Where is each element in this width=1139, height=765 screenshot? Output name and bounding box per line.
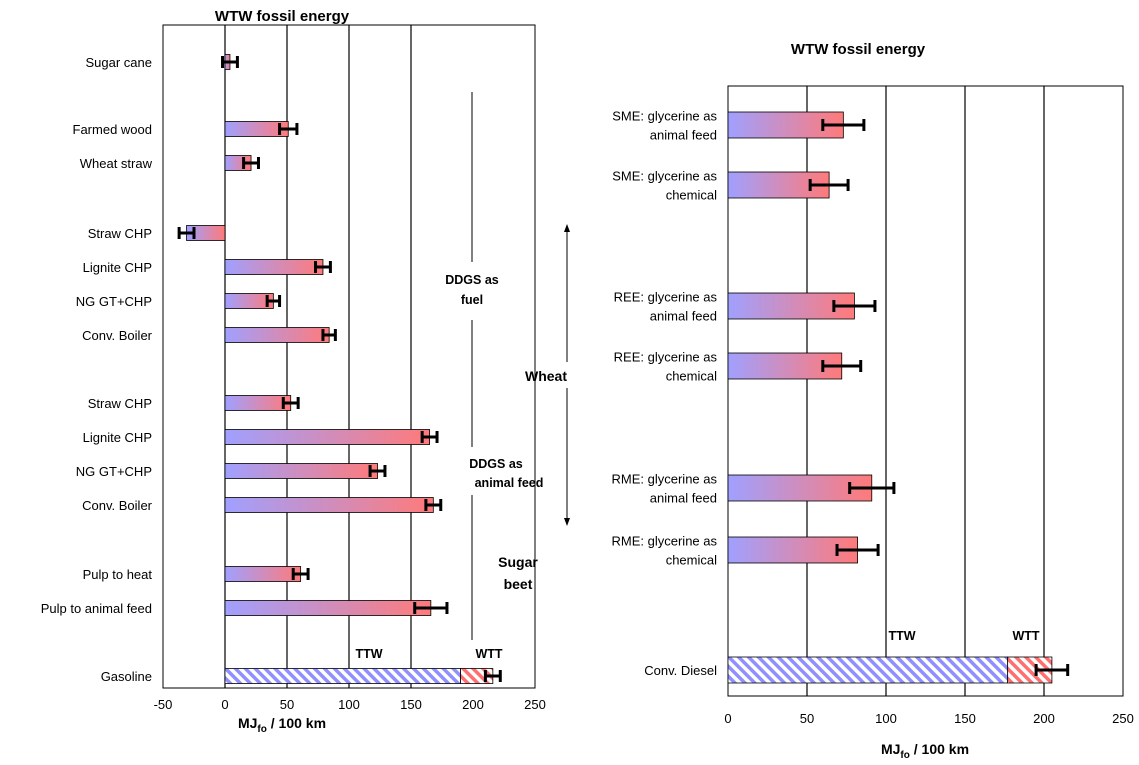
right-x-tick-0: 0 [724,711,731,726]
right-chart: WTW fossil energy SME: glycerine as anima… [612,41,1134,761]
right-x-tick-250: 250 [1112,711,1134,726]
left-chart: WTW fossil energy Sugar cane Farmed wood W… [41,8,570,735]
right-ree-glycerine-as-chemical-3-label-line1: REE: glycerine as [614,350,718,365]
left-sugar-cane-0-label: Sugar cane [86,55,153,70]
left-lignite-chp-4-label: Lignite CHP [83,260,152,275]
left-gasoline-13-label: Gasoline [101,669,152,684]
right-chart-title: WTW fossil energy [791,41,926,58]
right-x-axis-label: MJfo / 100 km [881,741,969,761]
left-lignite-chp-8-bar [224,429,431,445]
left-ng-gt-chp-9-label: NG GT+CHP [76,464,152,479]
left-x-tick-150: 150 [400,697,422,712]
left-ttw-label: TTW [355,647,382,661]
left-ng-gt-chp-5-label: NG GT+CHP [76,294,152,309]
left-x-tick-250: 250 [524,697,546,712]
wheat-bracket-arrow-up [564,224,570,232]
wheat-bracket-arrow-down [564,518,570,526]
right-sme-glycerine-as-animal-feed-0-label-line1: SME: glycerine as [612,109,717,124]
left-straw-chp-7-bar [224,395,292,411]
right-wtt-label: WTT [1012,629,1039,643]
wheat-label: Wheat [525,368,567,384]
left-conv-boiler-6-label: Conv. Boiler [82,328,153,343]
right-ttw-label: TTW [888,629,915,643]
left-x-tick-50: 50 [280,697,294,712]
ddgs-feed-label-line2: animal feed [475,476,544,490]
right-sme-glycerine-as-chemical-1-label-line2: chemical [666,188,717,203]
right-rme-glycerine-as-animal-feed-4-bar [727,474,873,502]
left-x-tick-50: -50 [154,697,173,712]
left-conv-boiler-10-bar [224,497,434,513]
ddgs-fuel-label-line1: DDGS as [445,273,499,287]
right-sme-glycerine-as-chemical-1-label-line1: SME: glycerine as [612,169,717,184]
left-straw-chp-3-label: Straw CHP [88,226,152,241]
left-conv-boiler-10-label: Conv. Boiler [82,498,153,513]
right-category-labels: SME: glycerine as animal feed SME: glyceri… [612,109,718,679]
left-ng-gt-chp-9-bar [224,463,378,479]
left-conv-boiler-6-bar [224,327,330,343]
right-ree-glycerine-as-animal-feed-2-label-line2: animal feed [650,309,717,324]
left-chart-title: WTW fossil energy [215,8,350,25]
right-bars [727,111,1070,684]
right-conv-diesel-6-ttw-bar [727,656,1009,684]
right-x-tick-200: 200 [1033,711,1055,726]
left-bars [177,54,502,684]
right-rme-glycerine-as-chemical-5-label-line2: chemical [666,553,717,568]
left-pulp-to-animal-feed-12-bar [224,600,432,616]
left-lignite-chp-8-label: Lignite CHP [83,430,152,445]
ddgs-feed-label-line1: DDGS as [469,457,523,471]
right-sme-glycerine-as-animal-feed-0-label-line2: animal feed [650,128,717,143]
left-category-labels: Sugar cane Farmed wood Wheat straw Straw CH… [41,55,153,684]
right-rme-glycerine-as-chemical-5-label-line1: RME: glycerine as [612,534,718,549]
right-rme-glycerine-as-animal-feed-4-label-line2: animal feed [650,491,717,506]
right-rme-glycerine-as-animal-feed-4-label-line1: RME: glycerine as [612,472,718,487]
left-x-tick-labels: -50 0 50 100 150 200 250 [154,697,546,712]
right-conv-diesel-6-label: Conv. Diesel [644,663,717,678]
left-pulp-to-animal-feed-12-label: Pulp to animal feed [41,601,152,616]
right-x-tick-100: 100 [875,711,897,726]
left-wtt-label: WTT [475,647,502,661]
right-ree-glycerine-as-chemical-3-label-line2: chemical [666,369,717,384]
left-farmed-wood-1-label: Farmed wood [73,122,152,137]
left-pulp-to-heat-11-label: Pulp to heat [83,567,153,582]
sugar-beet-label-line2: beet [504,576,533,592]
left-x-axis-label: MJfo / 100 km [238,715,326,735]
left-pulp-to-heat-11-bar [224,566,302,582]
right-x-tick-150: 150 [954,711,976,726]
ddgs-fuel-label-line2: fuel [461,293,483,307]
sugar-beet-label-line1: Sugar [498,554,538,570]
left-straw-chp-7-label: Straw CHP [88,396,152,411]
right-ree-glycerine-as-animal-feed-2-label-line1: REE: glycerine as [614,290,718,305]
left-x-tick-100: 100 [338,697,360,712]
left-x-tick-0: 0 [221,697,228,712]
left-wheat-straw-2-label: Wheat straw [80,156,153,171]
left-x-tick-200: 200 [462,697,484,712]
right-rme-glycerine-as-chemical-5-bar [727,536,858,564]
right-x-tick-labels: 0 50 100 150 200 250 [724,711,1133,726]
left-gasoline-13-ttw-bar [224,668,462,684]
right-x-tick-50: 50 [800,711,814,726]
left-lignite-chp-4-bar [224,259,324,275]
